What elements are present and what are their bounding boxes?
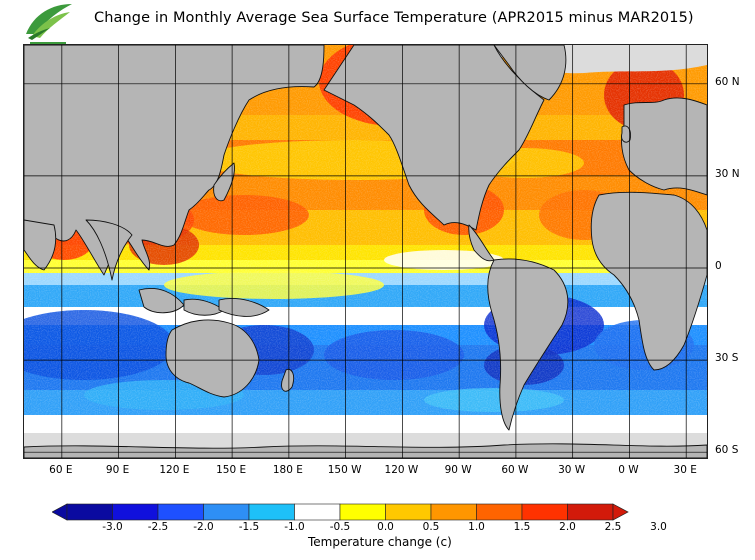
longitude-label: 180 E: [272, 464, 303, 476]
colorbar-tick: 0.0: [377, 521, 394, 533]
longitude-label: 30 W: [558, 464, 586, 476]
colorbar: [52, 503, 629, 521]
colorbar-tick: 1.0: [468, 521, 485, 533]
colorbar-tick: -1.0: [284, 521, 305, 533]
longitude-label: 90 W: [444, 464, 472, 476]
longitude-label: 120 E: [159, 464, 190, 476]
land-mass: [165, 319, 260, 398]
latitude-label: 0: [715, 260, 722, 272]
land-mass: [590, 191, 707, 371]
longitude-label: 150 W: [327, 464, 362, 476]
logo-icon: [26, 4, 72, 44]
colorbar-segment: [521, 503, 568, 521]
colorbar-tick: 3.0: [650, 521, 667, 533]
colorbar-segment: [157, 503, 204, 521]
colorbar-segment: [248, 503, 295, 521]
colorbar-tick: -3.0: [102, 521, 123, 533]
land-mass: [281, 368, 295, 392]
land-mass: [85, 219, 133, 281]
sst-change-map: [23, 44, 708, 459]
longitude-label: 150 E: [216, 464, 247, 476]
longitude-label: 60 E: [49, 464, 73, 476]
colorbar-tick: 2.5: [604, 521, 622, 533]
colorbar-segment: [476, 503, 523, 521]
land-masses: [24, 45, 707, 458]
land-mass: [213, 162, 235, 202]
colorbar-tick: -2.0: [193, 521, 214, 533]
land-mass: [621, 125, 631, 143]
colorbar-tick: 1.5: [513, 521, 531, 533]
land-mass: [323, 45, 545, 231]
colorbar-segment: [66, 503, 113, 521]
colorbar-tick: -0.5: [329, 521, 351, 533]
colorbar-tick: -1.5: [238, 521, 260, 533]
land-mass: [24, 219, 57, 271]
longitude-label: 60 W: [501, 464, 529, 476]
colorbar-segment: [430, 503, 477, 521]
land-mass: [468, 224, 495, 262]
land-mass: [24, 45, 325, 276]
colorbar-tick: 0.5: [422, 521, 440, 533]
colorbar-low-arrow: [52, 503, 68, 521]
longitude-label: 0 W: [618, 464, 639, 476]
latitude-label: 60 N: [715, 75, 740, 88]
land-mass: [218, 298, 270, 317]
colorbar-segment: [567, 503, 614, 521]
map-canvas: [24, 45, 707, 458]
page-title: Change in Monthly Average Sea Surface Te…: [94, 10, 694, 26]
latitude-label: 30 N: [715, 167, 740, 180]
latitude-label: 30 S: [715, 352, 739, 365]
land-mass: [621, 97, 707, 196]
colorbar-tick: 2.0: [559, 521, 576, 533]
colorbar-segment: [294, 503, 341, 521]
colorbar-segment: [385, 503, 432, 521]
colorbar-label: Temperature change (c): [308, 535, 452, 549]
colorbar-segment: [339, 503, 386, 521]
colorbar-high-arrow: [612, 503, 629, 521]
colorbar-segment: [112, 503, 159, 521]
land-mass: [24, 443, 707, 458]
lat-lon-grid: [24, 45, 707, 458]
longitude-label: 90 E: [105, 464, 130, 476]
land-mass: [487, 258, 569, 431]
colorbar-tick: -2.5: [147, 521, 169, 533]
colorbar-segment: [203, 503, 250, 521]
longitude-label: 120 W: [384, 464, 419, 476]
latitude-label: 60 S: [715, 444, 739, 457]
longitude-label: 30 E: [673, 464, 697, 476]
